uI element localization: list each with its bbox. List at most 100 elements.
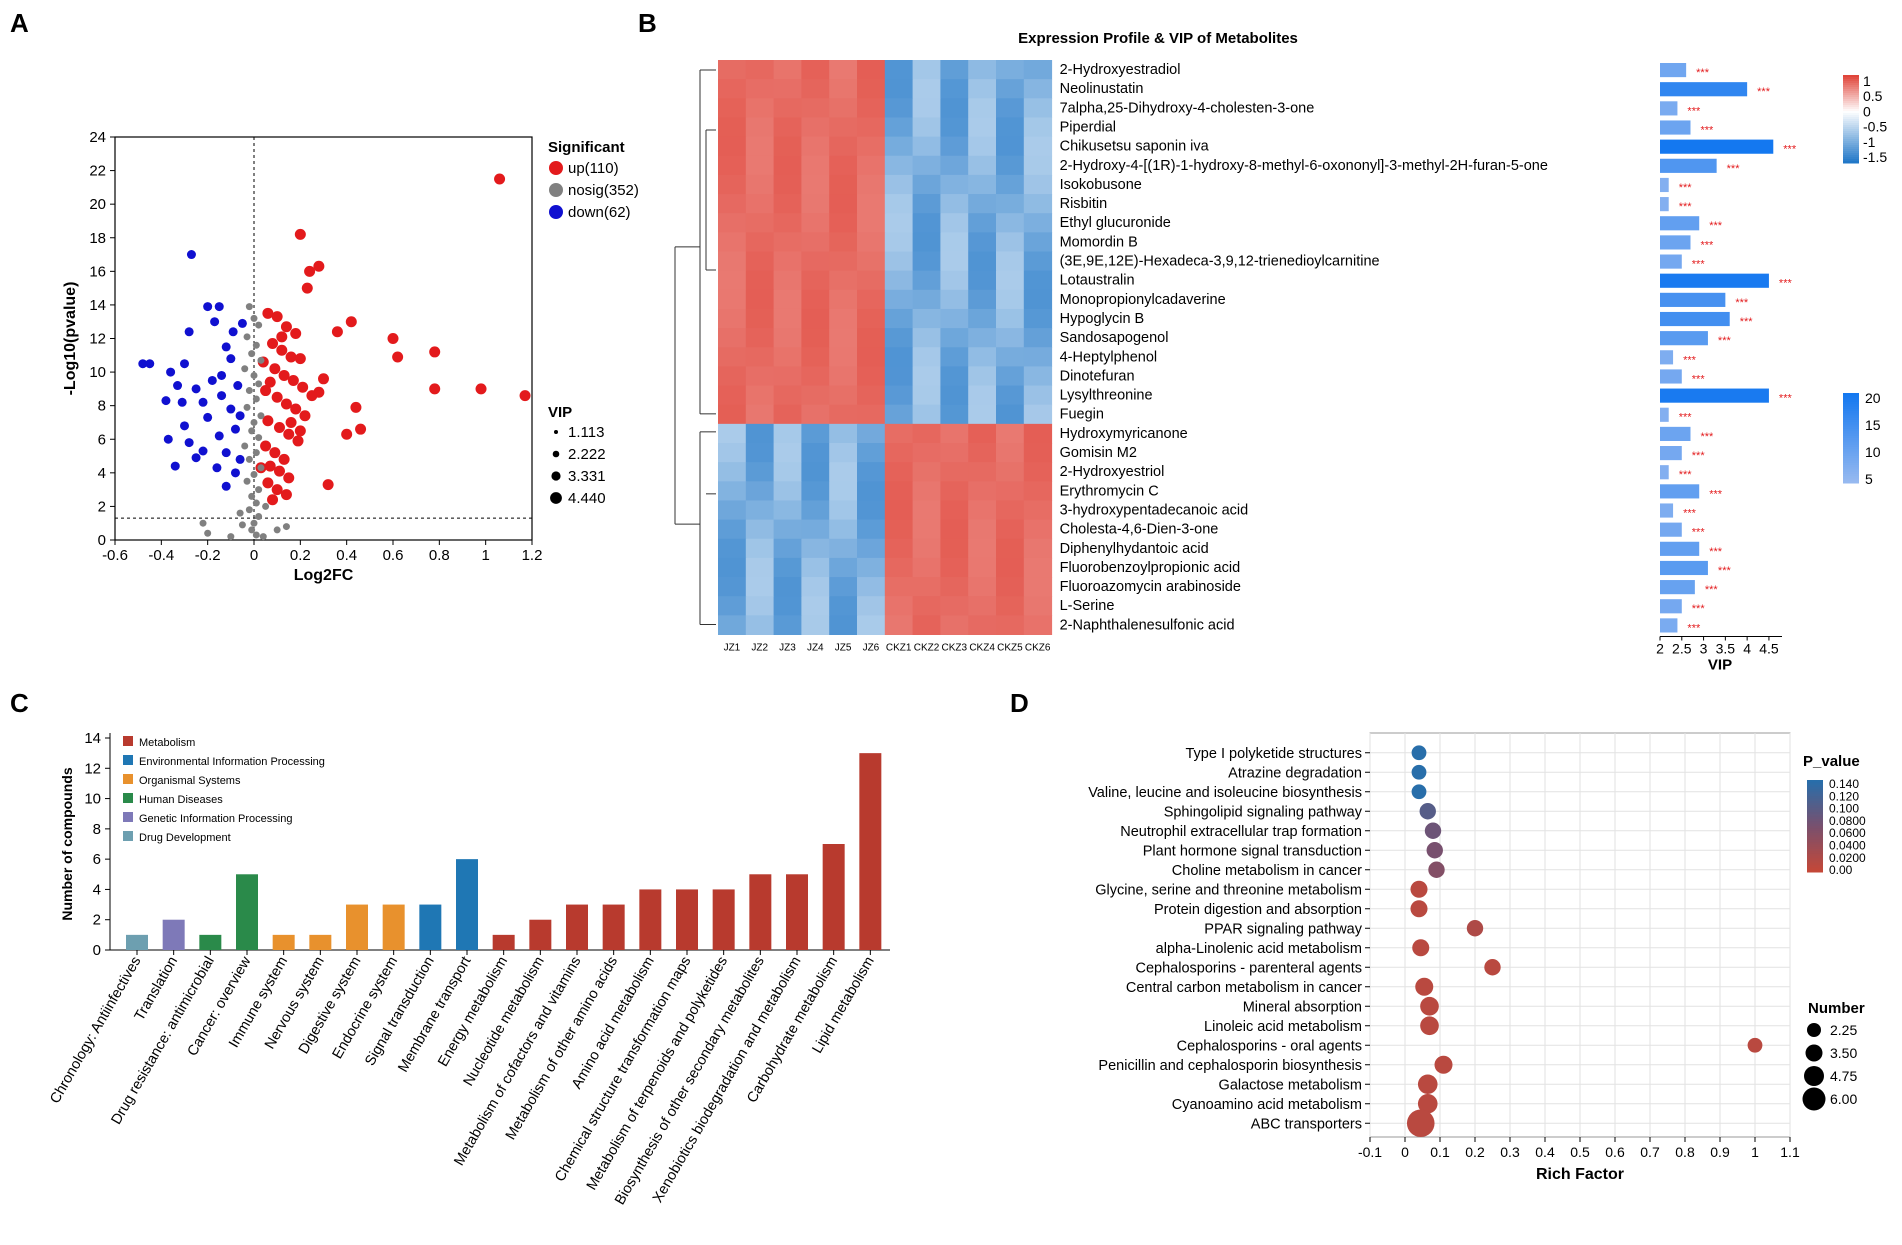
heatmap-cell — [829, 577, 858, 597]
vip-scale-step — [1843, 424, 1859, 428]
metabolite-label: (3E,9E,12E)-Hexadeca-3,9,12-trienedioylc… — [1060, 254, 1380, 270]
pathway-bubble — [1428, 861, 1445, 878]
pvalue-scale-step — [1807, 865, 1823, 868]
heatmap-cell — [940, 117, 969, 138]
vip-scale-step — [1843, 456, 1859, 459]
heatmap-cell — [912, 308, 941, 329]
heatmap-cell — [912, 117, 941, 138]
heatmap-cell — [718, 328, 747, 348]
up-point — [267, 338, 279, 350]
heatmap-cell — [968, 174, 997, 195]
up-point — [318, 373, 329, 385]
up-point — [392, 351, 404, 363]
heatmap-cell — [940, 462, 969, 482]
heatmap-cell — [1023, 289, 1053, 310]
heat-scale-step — [1843, 97, 1859, 100]
down-point — [138, 359, 148, 369]
heatmap-cell — [829, 538, 858, 559]
vip-scale-step — [1843, 420, 1859, 423]
vip-scale-step — [1843, 408, 1859, 412]
legend-swatch — [123, 755, 133, 765]
heatmap-cell — [801, 423, 830, 444]
heat-scale-step — [1843, 121, 1859, 124]
heatmap-cell — [968, 155, 997, 176]
heat-scale-step — [1843, 161, 1859, 164]
nosig-point — [252, 449, 260, 457]
vip-significance-stars: *** — [1701, 239, 1715, 251]
heatmap-cell — [829, 194, 858, 214]
pvalue-scale-step — [1807, 789, 1823, 792]
heatmap-cell — [745, 79, 775, 99]
vip-legend-label: 2.222 — [568, 446, 606, 463]
number-legend-label: 2.25 — [1830, 1022, 1857, 1038]
heatmap-cell — [968, 615, 997, 635]
vip-significance-stars: *** — [1727, 163, 1741, 175]
nosig-point — [255, 321, 263, 329]
down-point — [145, 359, 155, 369]
heatmap-cell — [829, 213, 858, 233]
pvalue-scale-label: 0.00 — [1829, 863, 1853, 877]
heatmap-cell — [996, 557, 1025, 578]
heatmap-cell — [884, 404, 914, 425]
heatmap-cell — [1023, 194, 1053, 214]
pathway-bubble — [1412, 939, 1430, 957]
pathway-label: Galactose metabolism — [1219, 1077, 1362, 1093]
category-bar — [419, 904, 442, 950]
heatmap-cell — [912, 481, 941, 501]
heatmap-cell — [996, 60, 1025, 80]
y-tick-label: 14 — [89, 297, 106, 314]
down-point — [186, 250, 196, 260]
heatmap-cell — [745, 500, 775, 521]
heatmap-cell — [996, 117, 1025, 138]
heatmap-cell — [829, 462, 858, 482]
heatmap-cell — [745, 423, 775, 444]
heatmap-cell — [1023, 328, 1053, 348]
x-tick-label: 0 — [250, 547, 258, 564]
vip-significance-stars: *** — [1718, 335, 1732, 347]
up-point — [429, 383, 441, 395]
vip-scale-step — [1843, 399, 1859, 403]
heatmap-cell — [940, 615, 969, 635]
heatmap-cell — [940, 308, 969, 329]
nosig-point — [252, 499, 260, 507]
heatmap-cell — [718, 519, 747, 540]
heatmap-cell — [745, 251, 775, 272]
heatmap-cell — [773, 404, 802, 425]
heatmap-cell — [1023, 557, 1053, 578]
vip-scale-step — [1843, 442, 1859, 446]
heatmap-cell — [745, 60, 775, 80]
down-point — [226, 354, 236, 364]
heatmap-cell — [857, 79, 886, 99]
heatmap-cell — [745, 519, 775, 540]
heatmap-cell — [857, 155, 886, 176]
heat-scale-step — [1843, 159, 1859, 162]
vip-bar — [1660, 369, 1682, 384]
vip-bar — [1660, 63, 1687, 78]
up-point — [345, 316, 357, 328]
heatmap-cell — [801, 596, 830, 616]
y-tick-label: 2 — [98, 498, 106, 515]
heatmap-cell — [718, 194, 747, 214]
vip-scale-step — [1843, 478, 1859, 482]
heat-scale-step — [1843, 149, 1859, 152]
pathway-label: Protein digestion and absorption — [1154, 902, 1362, 918]
heatmap-cell — [1023, 232, 1053, 252]
y-tick-label: 10 — [84, 791, 101, 808]
heatmap-cell — [1023, 423, 1053, 444]
y-tick-label: 0 — [98, 532, 106, 549]
pathway-bubble — [1419, 803, 1436, 820]
heat-scale-step — [1843, 157, 1859, 160]
pvalue-scale-step — [1807, 844, 1823, 848]
heatmap-cell — [801, 136, 830, 157]
metabolite-label: Dinotefuran — [1060, 368, 1135, 384]
nosig-point — [252, 531, 260, 539]
heatmap-cell — [940, 174, 969, 195]
y-tick-label: 6 — [98, 431, 106, 448]
vip-scale-step — [1843, 417, 1859, 421]
down-point — [203, 412, 213, 422]
heatmap-cell — [968, 481, 997, 501]
up-point — [294, 228, 306, 240]
x-tick-label: 0.4 — [1535, 1144, 1555, 1160]
category-bar — [492, 934, 515, 950]
heatmap-cell — [912, 174, 941, 195]
